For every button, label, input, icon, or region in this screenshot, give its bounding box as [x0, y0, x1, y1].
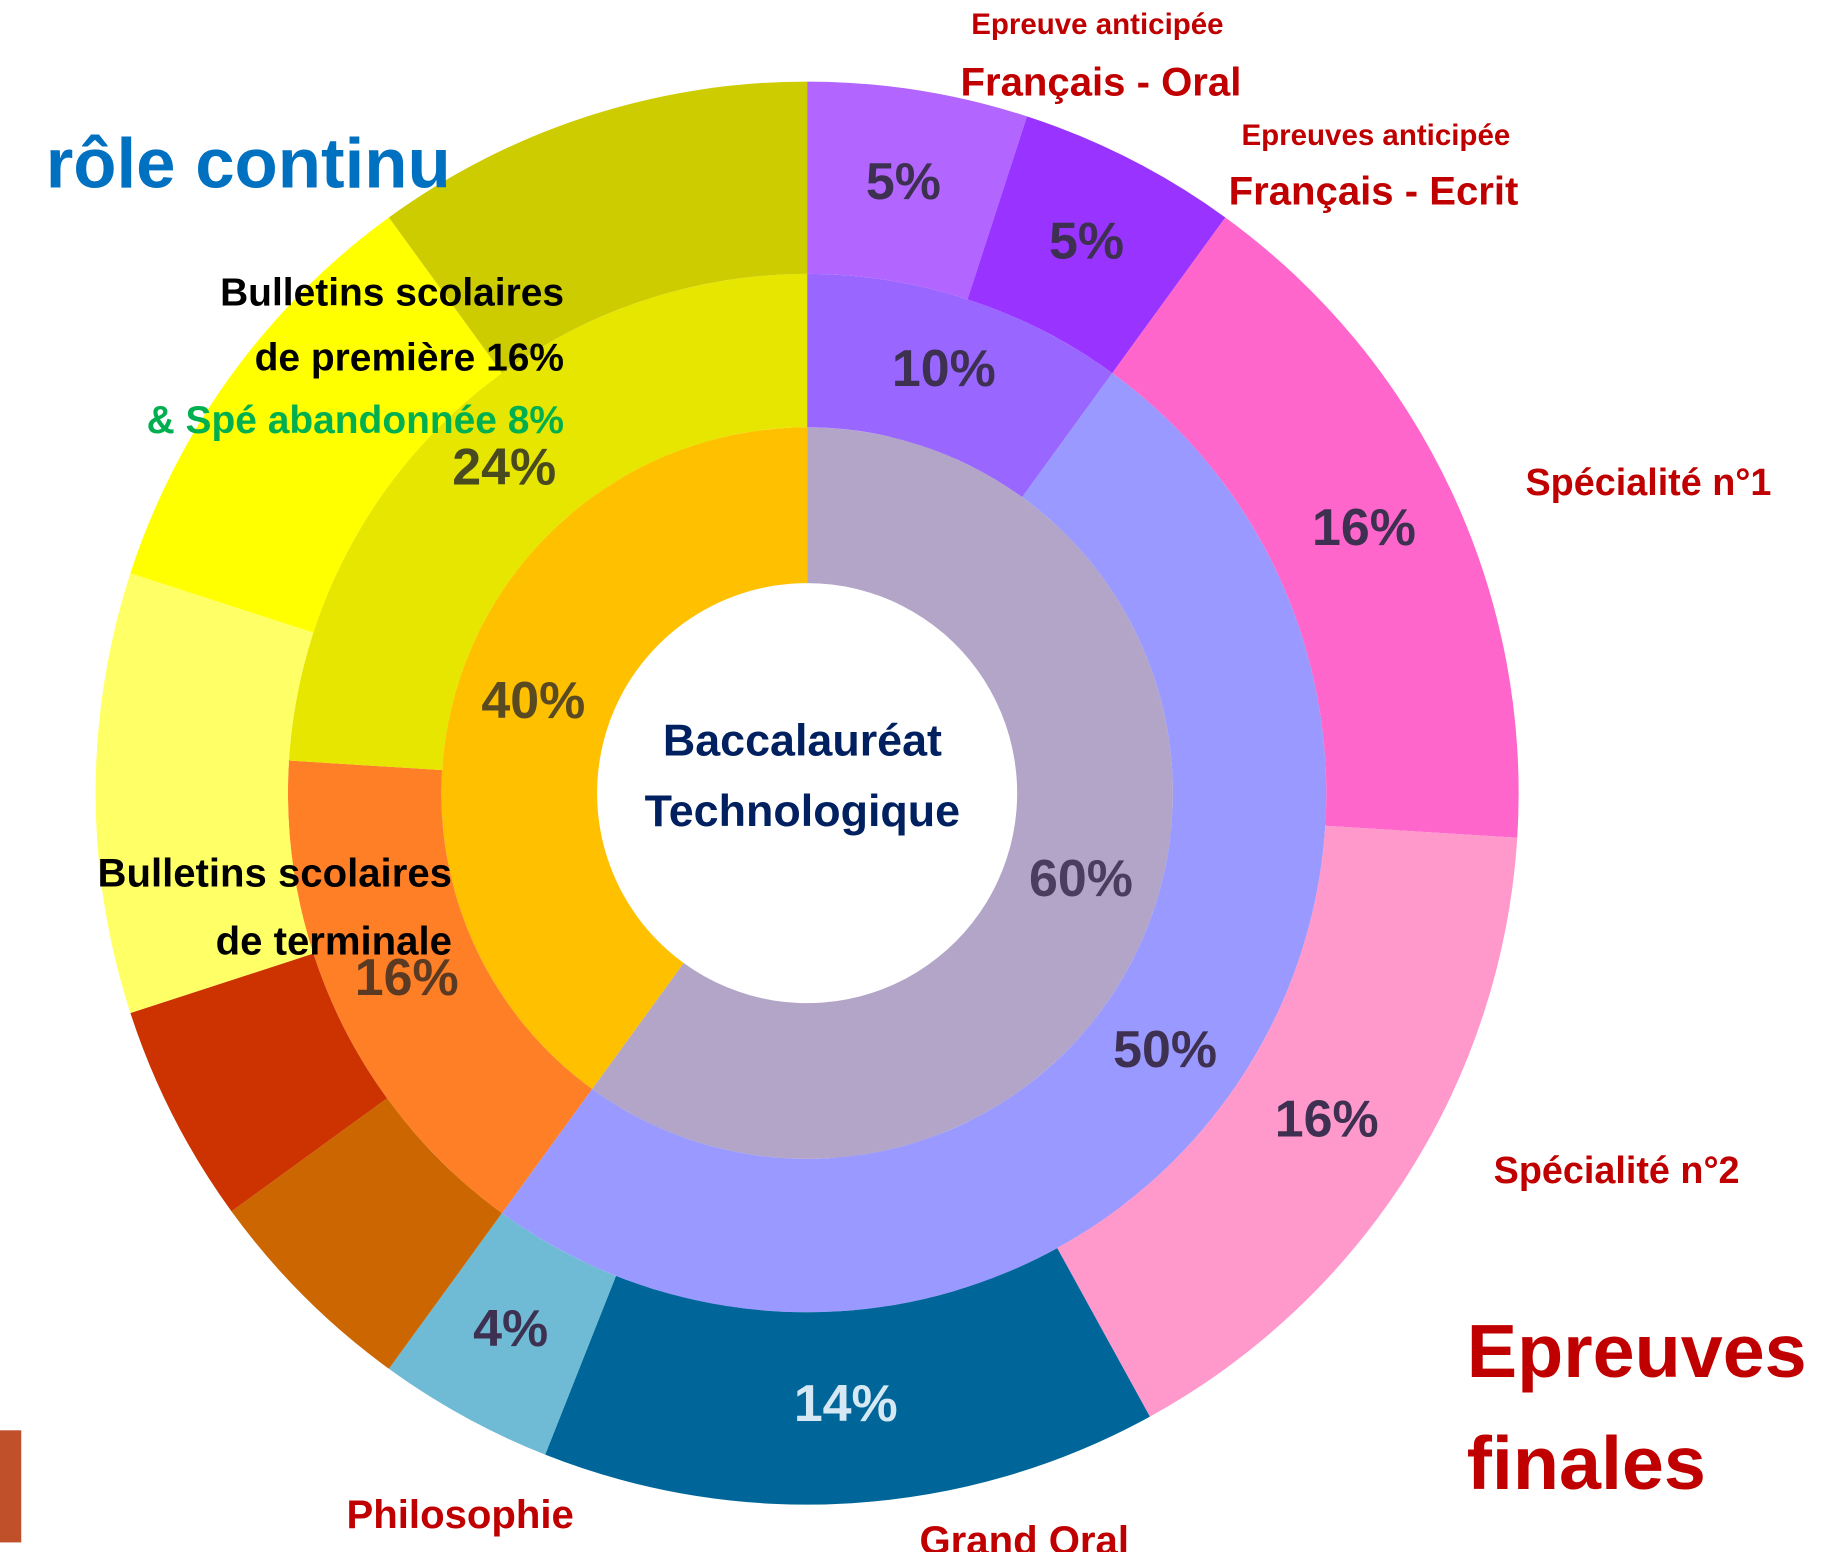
- ring-segment: [388, 1213, 616, 1455]
- annotation: Spécialité n°1: [1526, 461, 1772, 503]
- ring-segment: [1057, 825, 1518, 1417]
- data-label: 40%: [481, 672, 585, 730]
- ring-segment: [95, 573, 314, 1013]
- ring-segment: [967, 116, 1226, 374]
- ring-segment: [807, 81, 1027, 300]
- annotation: Bulletins scolaires: [220, 271, 564, 314]
- annotation: Français - Ecrit: [1229, 168, 1519, 213]
- data-label: 60%: [1029, 850, 1133, 908]
- data-label: 5%: [866, 153, 941, 211]
- data-label: 10%: [892, 340, 996, 398]
- ring-segment: [441, 427, 808, 1090]
- data-label: 4%: [473, 1300, 548, 1358]
- logo-fragment: [0, 1430, 22, 1543]
- annotation: Français - Oral: [960, 60, 1241, 105]
- annotation: de terminale: [216, 919, 452, 964]
- data-label: 14%: [794, 1375, 898, 1433]
- ring-segment: [287, 760, 593, 1214]
- annotation: Philosophie: [347, 1492, 574, 1537]
- ring-segment: [288, 273, 808, 771]
- annotation: rôle continu: [46, 125, 451, 204]
- rings: [95, 81, 1519, 1505]
- ring-segment: [388, 81, 808, 374]
- data-label: 16%: [355, 949, 459, 1007]
- ring-segment: [231, 1098, 502, 1369]
- annotation: Epreuves anticipée: [1241, 119, 1510, 152]
- ring-segment: [501, 373, 1327, 1313]
- data-label: 50%: [1113, 1021, 1217, 1079]
- annotation: Bulletins scolaires: [97, 850, 451, 895]
- data-label: 24%: [452, 438, 556, 496]
- data-label: 16%: [1275, 1091, 1379, 1149]
- ring-segment: [1112, 217, 1519, 838]
- annotation: Epreuve anticipée: [971, 8, 1223, 41]
- ring-segment: [592, 427, 1173, 1159]
- annotation: de première 16%: [255, 336, 564, 379]
- ring-segment: [130, 217, 502, 633]
- center-text: Baccalauréat: [663, 714, 942, 765]
- annotation: Spécialité n°2: [1494, 1149, 1740, 1191]
- annotation: Epreuves: [1467, 1310, 1807, 1394]
- data-label: 16%: [1312, 499, 1416, 557]
- labels: 60% 40% 10% 50% 16% 24% 5% 5% 16% 16% 14% 4%: [355, 153, 1416, 1433]
- ring-segment: [807, 273, 1113, 498]
- ring-segment: [545, 1248, 1150, 1505]
- center-text: Technologique: [645, 785, 960, 836]
- annotation: Grand Oral: [919, 1518, 1129, 1552]
- ring-segment: [130, 953, 388, 1212]
- annotation: finales: [1467, 1422, 1706, 1506]
- data-label: 5%: [1049, 213, 1124, 271]
- annotation: & Spé abandonnée 8%: [147, 399, 564, 442]
